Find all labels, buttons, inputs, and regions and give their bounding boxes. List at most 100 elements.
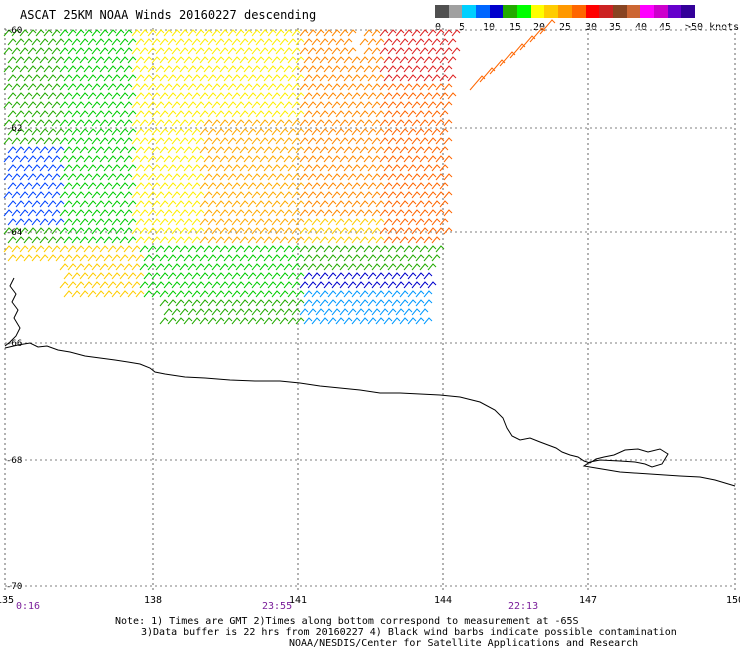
wind-barb <box>111 290 121 298</box>
wind-barb <box>91 209 101 217</box>
wind-barb <box>247 236 257 244</box>
wind-barb <box>303 200 313 208</box>
wind-barb <box>47 218 57 226</box>
wind-barb <box>283 83 293 91</box>
wind-barb <box>207 272 217 280</box>
wind-barb <box>443 173 453 181</box>
wind-barb <box>183 182 193 190</box>
wind-barb <box>43 209 53 217</box>
wind-barb <box>427 173 437 181</box>
wind-barb <box>275 65 285 73</box>
wind-barb <box>327 92 337 100</box>
wind-barb <box>307 101 317 109</box>
wind-barb <box>231 182 241 190</box>
wind-barb <box>39 182 49 190</box>
wind-barb <box>119 236 129 244</box>
wind-barb <box>103 290 113 298</box>
wind-barb <box>339 209 349 217</box>
wind-barb <box>363 281 373 289</box>
wind-barb <box>11 29 21 37</box>
wind-barb <box>403 47 413 55</box>
wind-barb <box>35 119 45 127</box>
wind-barb <box>115 209 125 217</box>
wind-barb <box>155 29 165 37</box>
wind-barb <box>387 29 397 37</box>
wind-barb <box>87 74 97 82</box>
wind-barb <box>203 65 213 73</box>
wind-barb <box>307 83 317 91</box>
wind-barb <box>287 272 297 280</box>
wind-barb <box>159 236 169 244</box>
wind-barb <box>391 182 401 190</box>
wind-barb <box>443 227 453 235</box>
wind-barb <box>363 191 373 199</box>
wind-barb <box>371 137 381 145</box>
wind-barb <box>43 173 53 181</box>
wind-barb <box>167 128 177 136</box>
wind-barb <box>123 209 133 217</box>
wind-barb <box>367 236 377 244</box>
wind-barb <box>75 263 85 271</box>
wind-barb <box>71 74 81 82</box>
wind-barb <box>159 92 169 100</box>
legend-swatch <box>448 5 463 18</box>
wind-barb <box>367 110 377 118</box>
wind-barb <box>23 218 33 226</box>
wind-barb <box>343 74 353 82</box>
wind-barb <box>215 254 225 262</box>
wind-barb <box>335 218 345 226</box>
wind-barb <box>383 38 393 46</box>
wind-barb <box>19 83 29 91</box>
wind-barb <box>339 263 349 271</box>
wind-barb <box>183 92 193 100</box>
wind-barb <box>83 281 93 289</box>
wind-barb <box>399 164 409 172</box>
wind-barb <box>275 263 285 271</box>
wind-barb <box>243 173 253 181</box>
wind-barb <box>427 83 437 91</box>
wind-barb <box>339 83 349 91</box>
wind-barb <box>179 119 189 127</box>
wind-barb <box>259 83 269 91</box>
wind-barb <box>127 146 137 154</box>
wind-barb <box>139 65 149 73</box>
wind-barb <box>163 173 173 181</box>
wind-barb <box>267 155 277 163</box>
wind-barb <box>419 308 429 316</box>
wind-barb <box>79 218 89 226</box>
wind-barb <box>51 29 61 37</box>
wind-barb <box>231 254 241 262</box>
wind-barb <box>339 137 349 145</box>
wind-barb <box>47 110 57 118</box>
wind-barb <box>67 263 77 271</box>
wind-barb <box>391 164 401 172</box>
wind-barb <box>271 182 281 190</box>
wind-barb <box>191 128 201 136</box>
wind-barb <box>19 245 29 253</box>
wind-barb <box>103 218 113 226</box>
wind-barb <box>159 38 169 46</box>
wind-barb <box>199 128 209 136</box>
wind-barb <box>87 272 97 280</box>
wind-barb <box>343 110 353 118</box>
wind-barb <box>83 101 93 109</box>
wind-barb <box>279 236 289 244</box>
wind-barb <box>79 56 89 64</box>
wind-barb <box>203 227 213 235</box>
wind-barb <box>99 47 109 55</box>
wind-barb <box>279 92 289 100</box>
wind-barb <box>383 182 393 190</box>
wind-barb <box>231 200 241 208</box>
wind-barb <box>395 173 405 181</box>
wind-barb <box>263 299 273 307</box>
wind-barb <box>275 173 285 181</box>
wind-barb <box>319 128 329 136</box>
wind-barb <box>51 245 61 253</box>
wind-barb <box>415 200 425 208</box>
wind-barb <box>143 56 153 64</box>
wind-barb <box>183 299 193 307</box>
wind-barb <box>415 272 425 280</box>
wind-barb <box>263 218 273 226</box>
wind-barb <box>299 191 309 199</box>
wind-barb <box>167 236 177 244</box>
